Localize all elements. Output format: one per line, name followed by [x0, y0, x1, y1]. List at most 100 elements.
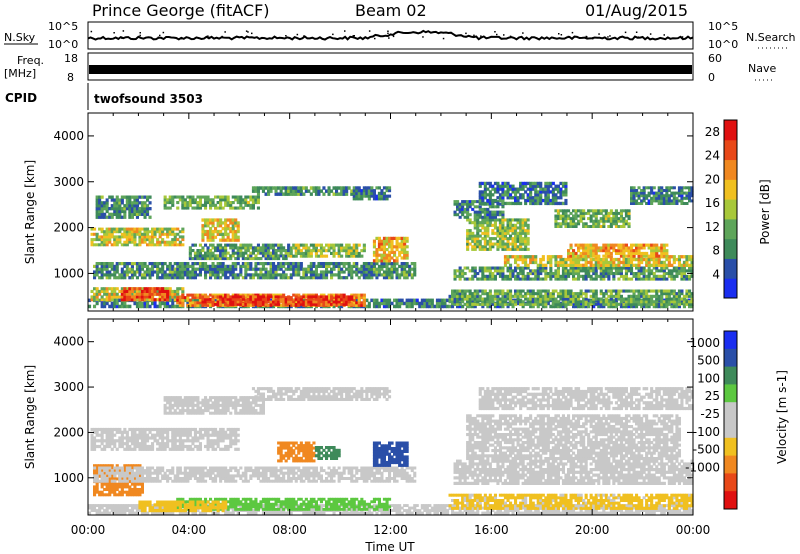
range-cell — [261, 293, 265, 297]
range-cell — [264, 293, 268, 297]
range-cell — [325, 254, 329, 258]
range-cell — [133, 209, 137, 214]
range-cell — [456, 200, 460, 204]
range-cell — [337, 293, 341, 297]
range-cell — [541, 300, 545, 304]
range-cell — [322, 276, 326, 280]
range-cell — [612, 289, 616, 293]
range-cell — [458, 289, 462, 293]
range-cell — [524, 242, 528, 246]
range-cell — [612, 214, 616, 218]
range-cell — [660, 202, 664, 205]
range-cell — [143, 264, 147, 268]
range-cell — [204, 201, 208, 205]
range-cell — [680, 277, 684, 281]
range-cell — [680, 263, 684, 267]
range-cell — [135, 287, 139, 291]
range-cell — [246, 262, 250, 266]
range-cell — [234, 297, 238, 301]
range-cell — [481, 198, 485, 203]
range-cell — [209, 303, 213, 307]
range-cell — [357, 296, 361, 300]
range-cell — [133, 235, 137, 239]
range-cell — [642, 292, 646, 296]
range-cell — [390, 262, 394, 266]
range-cell — [458, 272, 462, 276]
range-cell — [574, 222, 578, 226]
range-cell — [458, 202, 462, 206]
range-cell — [382, 248, 386, 252]
range-cell — [612, 219, 616, 223]
range-cell — [229, 246, 233, 250]
range-cell — [413, 264, 417, 268]
range-cell — [103, 298, 107, 302]
range-cell — [496, 297, 500, 301]
range-cell — [609, 297, 613, 301]
range-cell — [622, 222, 626, 226]
range-cell — [156, 289, 160, 293]
range-cell — [604, 255, 608, 259]
range-cell — [234, 235, 238, 239]
range-cell — [486, 221, 490, 225]
range-cell — [279, 295, 283, 299]
range-cell — [675, 272, 679, 276]
range-cell — [171, 195, 175, 199]
range-cell — [385, 259, 389, 263]
nsearch-point — [558, 33, 560, 35]
range-cell — [307, 295, 311, 299]
range-cell — [672, 202, 676, 205]
range-cell — [572, 249, 576, 253]
range-cell — [519, 269, 523, 273]
range-cell — [168, 298, 172, 302]
range-cell — [125, 270, 129, 274]
range-cell — [619, 211, 623, 215]
range-cell — [95, 215, 99, 219]
range-cell — [607, 274, 611, 278]
range-cell — [574, 297, 578, 301]
range-cell — [609, 222, 613, 226]
range-cell — [637, 249, 641, 253]
range-cell — [624, 219, 628, 223]
range-cell — [120, 295, 124, 299]
range-cell — [524, 231, 528, 235]
range-cell — [249, 243, 253, 247]
range-cell — [211, 267, 215, 271]
range-cell — [128, 209, 132, 214]
range-cell — [667, 189, 671, 192]
range-cell — [642, 274, 646, 278]
range-cell — [567, 209, 571, 213]
range-cell — [594, 277, 598, 281]
nsearch-point — [332, 33, 334, 36]
range-cell — [201, 295, 205, 299]
range-cell — [597, 260, 601, 265]
range-cell — [468, 231, 472, 235]
range-cell — [186, 267, 190, 271]
range-cell — [514, 239, 518, 243]
range-cell — [463, 294, 467, 298]
range-cell — [488, 272, 492, 276]
range-cell — [267, 270, 271, 274]
range-cell — [299, 262, 303, 266]
range-cell — [584, 297, 588, 301]
range-cell — [587, 272, 591, 276]
range-cell — [377, 267, 381, 271]
range-cell — [292, 303, 296, 307]
range-cell — [143, 262, 147, 266]
range-cell — [138, 207, 142, 211]
range-cell — [272, 251, 276, 255]
range-cell — [249, 206, 253, 210]
range-cell — [531, 297, 535, 301]
range-cell — [98, 292, 102, 296]
range-cell — [304, 246, 308, 250]
range-cell — [282, 264, 286, 268]
range-cell — [110, 198, 114, 202]
range-cell — [400, 256, 404, 260]
freq-tick-high: 18 — [64, 52, 78, 65]
range-cell — [380, 298, 384, 303]
range-cell — [612, 246, 616, 250]
range-cell — [660, 251, 664, 255]
range-cell — [342, 246, 346, 250]
range-cell — [493, 210, 497, 214]
range-cell — [630, 186, 634, 190]
range-cell — [539, 294, 543, 298]
